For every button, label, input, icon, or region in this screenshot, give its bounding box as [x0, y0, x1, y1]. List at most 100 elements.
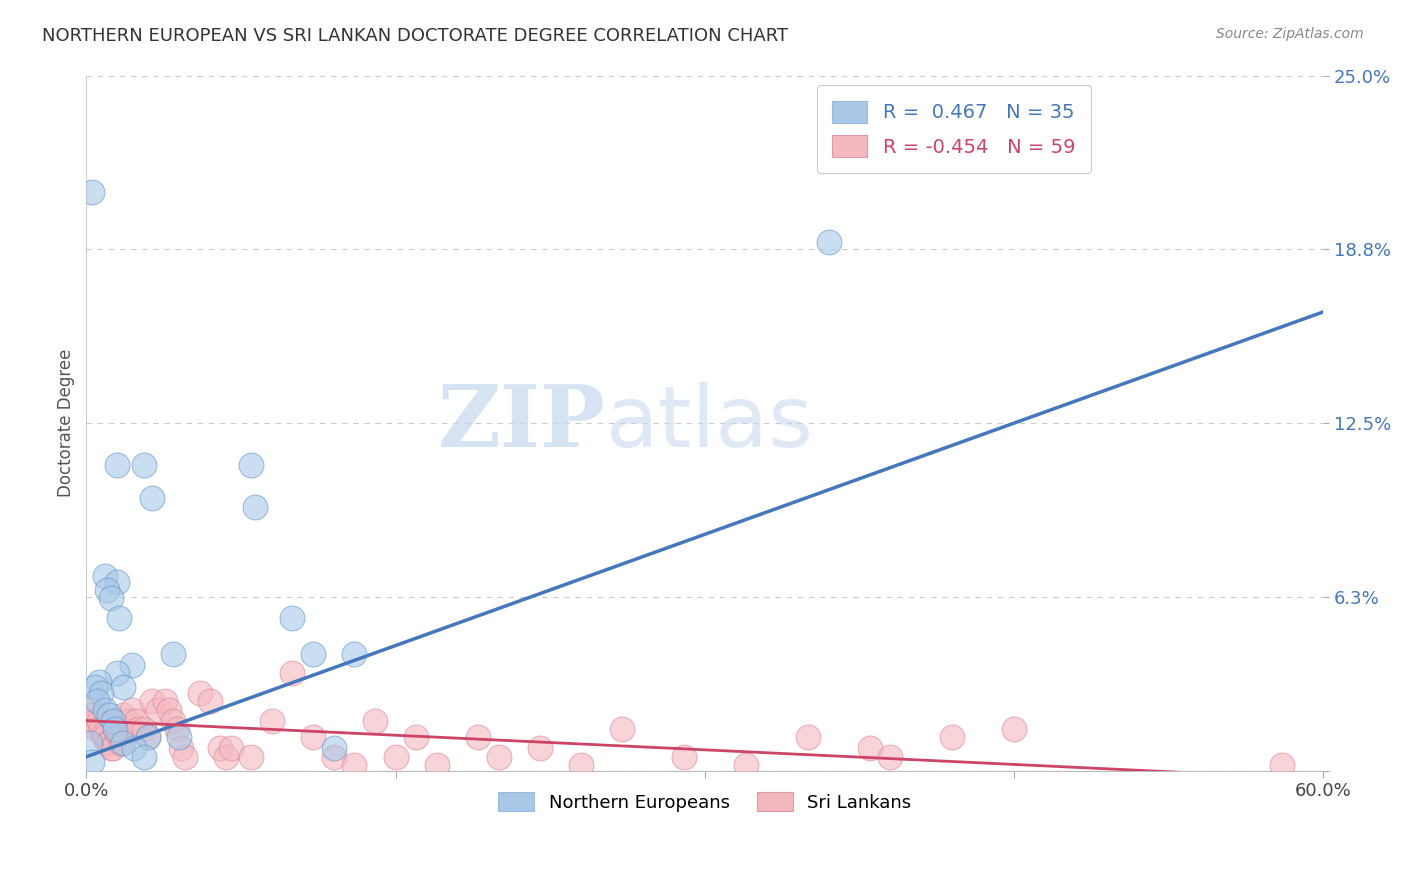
Point	[98, 708, 121, 723]
Point	[302, 731, 325, 745]
Point	[127, 722, 149, 736]
Y-axis label: Doctorate Degree: Doctorate Degree	[58, 349, 75, 498]
Point	[1271, 758, 1294, 772]
Point	[87, 674, 110, 689]
Point	[104, 714, 127, 728]
Point	[82, 708, 104, 723]
Point	[148, 702, 170, 716]
Point	[101, 741, 124, 756]
Point	[673, 749, 696, 764]
Point	[167, 731, 190, 745]
Point	[162, 714, 184, 728]
Point	[281, 666, 304, 681]
Point	[86, 722, 108, 736]
Point	[260, 714, 283, 728]
Point	[343, 647, 366, 661]
Point	[612, 722, 634, 736]
Point	[153, 694, 176, 708]
Point	[141, 694, 163, 708]
Point	[122, 741, 145, 756]
Point	[488, 749, 510, 764]
Point	[105, 666, 128, 681]
Point	[125, 714, 148, 728]
Point	[110, 736, 132, 750]
Point	[136, 731, 159, 745]
Point	[467, 731, 489, 745]
Point	[100, 591, 122, 606]
Point	[108, 727, 131, 741]
Legend: Northern Europeans, Sri Lankans: Northern Europeans, Sri Lankans	[485, 779, 924, 824]
Point	[82, 186, 104, 200]
Point	[240, 749, 263, 764]
Point	[859, 741, 882, 756]
Text: NORTHERN EUROPEAN VS SRI LANKAN DOCTORATE DEGREE CORRELATION CHART: NORTHERN EUROPEAN VS SRI LANKAN DOCTORAT…	[42, 27, 789, 45]
Point	[132, 722, 155, 736]
Point	[82, 756, 104, 770]
Text: ZIP: ZIP	[439, 381, 606, 465]
Text: atlas: atlas	[606, 382, 814, 465]
Point	[384, 749, 406, 764]
Point	[281, 611, 304, 625]
Point	[240, 458, 263, 472]
Point	[121, 658, 143, 673]
Point	[198, 694, 221, 708]
Point	[121, 702, 143, 716]
Point	[343, 758, 366, 772]
Point	[96, 582, 118, 597]
Point	[219, 741, 242, 756]
Point	[322, 741, 344, 756]
Point	[529, 741, 551, 756]
Point	[104, 722, 127, 736]
Point	[215, 749, 238, 764]
Point	[132, 458, 155, 472]
Point	[1002, 722, 1025, 736]
Point	[105, 458, 128, 472]
Point	[117, 714, 139, 728]
Point	[83, 680, 105, 694]
Point	[136, 731, 159, 745]
Point	[879, 749, 901, 764]
Point	[209, 741, 232, 756]
Point	[79, 702, 101, 716]
Point	[94, 731, 117, 745]
Point	[94, 569, 117, 583]
Point	[797, 731, 820, 745]
Text: Source: ZipAtlas.com: Source: ZipAtlas.com	[1216, 27, 1364, 41]
Point	[91, 727, 114, 741]
Point	[426, 758, 449, 772]
Point	[569, 758, 592, 772]
Point	[96, 736, 118, 750]
Point	[87, 714, 110, 728]
Point	[245, 500, 267, 514]
Point	[141, 491, 163, 506]
Point	[735, 758, 758, 772]
Point	[162, 647, 184, 661]
Point	[941, 731, 963, 745]
Point	[174, 749, 197, 764]
Point	[98, 736, 121, 750]
Point	[322, 749, 344, 764]
Point	[166, 722, 188, 736]
Point	[90, 686, 112, 700]
Point	[112, 680, 135, 694]
Point	[101, 714, 124, 728]
Point	[105, 574, 128, 589]
Point	[90, 722, 112, 736]
Point	[817, 235, 839, 250]
Point	[105, 722, 128, 736]
Point	[132, 749, 155, 764]
Point	[100, 741, 122, 756]
Point	[364, 714, 387, 728]
Point	[405, 731, 427, 745]
Point	[188, 686, 211, 700]
Point	[302, 647, 325, 661]
Point	[108, 611, 131, 625]
Point	[112, 736, 135, 750]
Point	[86, 694, 108, 708]
Point	[170, 741, 193, 756]
Point	[79, 736, 101, 750]
Point	[83, 714, 105, 728]
Point	[94, 702, 117, 716]
Point	[157, 702, 180, 716]
Point	[112, 708, 135, 723]
